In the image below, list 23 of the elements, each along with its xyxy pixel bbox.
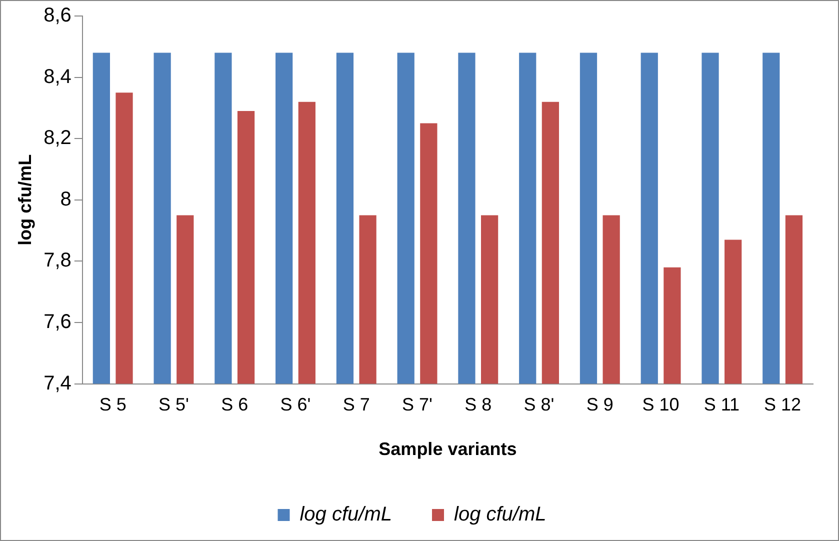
x-tick-label: S 6' [280, 394, 311, 415]
y-axis-title: log cfu/mL [14, 154, 35, 246]
x-tick-label: S 8 [464, 394, 492, 415]
x-tick-label: S 5 [99, 394, 126, 415]
y-tick-label: 8,6 [44, 4, 72, 27]
y-tick-label: 7,6 [44, 311, 72, 334]
x-axis-title: Sample variants [378, 439, 517, 460]
x-tick-label: S 7 [342, 394, 370, 415]
legend-label: log cfu/mL [300, 504, 392, 526]
x-tick-label: S 8' [524, 394, 554, 415]
x-tick-label: S 5' [158, 394, 189, 415]
x-tick-label: S 7' [402, 394, 432, 415]
y-tick-label: 7,4 [44, 372, 72, 394]
y-tick-label: 7,8 [44, 250, 72, 272]
x-tick-label: S 9 [586, 394, 614, 415]
y-tick-label: 8 [60, 188, 72, 210]
x-tick-label: S 6 [221, 394, 248, 415]
y-tick-label: 8,2 [44, 127, 72, 150]
x-tick-label: S 12 [764, 394, 802, 415]
x-tick-label: S 11 [704, 394, 740, 415]
legend-label: log cfu/mL [454, 504, 546, 526]
y-tick-label: 8,4 [44, 66, 72, 88]
x-tick-label: S 10 [642, 394, 680, 415]
